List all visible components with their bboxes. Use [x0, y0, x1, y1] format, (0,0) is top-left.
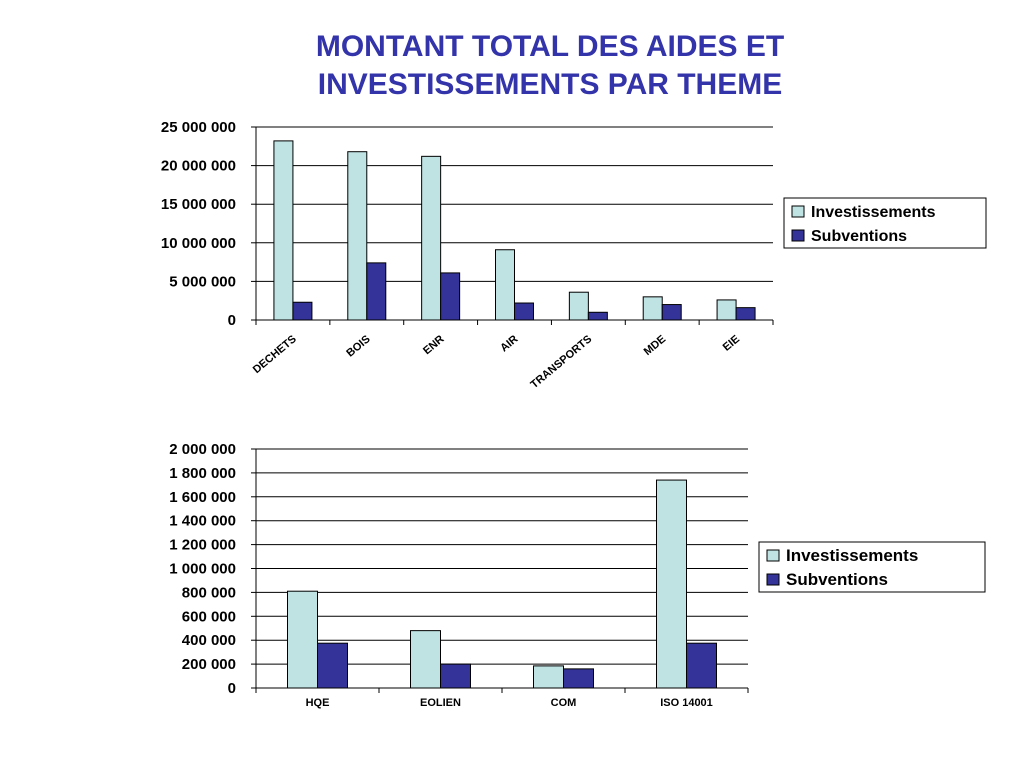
- bar-subventions: [292, 301, 313, 321]
- bar-subventions: [366, 262, 387, 321]
- slide-title: MONTANT TOTAL DES AIDES ET INVESTISSEMEN…: [0, 28, 1024, 104]
- y-tick-label: 600 000: [182, 608, 236, 625]
- bar-subventions: [563, 668, 594, 689]
- y-tick-label: 400 000: [182, 632, 236, 649]
- slide-title-line-1: MONTANT TOTAL DES AIDES ET: [315, 30, 785, 63]
- y-tick-label: 800 000: [182, 584, 236, 601]
- y-tick-label: 5 000 000: [169, 273, 236, 290]
- x-category-label: COM: [551, 697, 577, 709]
- y-tick-label: 20 000 000: [161, 158, 236, 175]
- legend-swatch-subventions: [766, 573, 780, 586]
- y-tick-label: 25 000 000: [161, 119, 236, 136]
- y-tick-label: 0: [228, 312, 236, 329]
- y-tick-label: 1 800 000: [169, 465, 236, 482]
- y-tick-label: 0: [228, 680, 236, 697]
- y-tick-label: 2 000 000: [169, 441, 236, 458]
- legend-swatch-investissements: [791, 205, 805, 218]
- y-tick-label: 1 600 000: [169, 489, 236, 506]
- bar-subventions: [735, 307, 756, 321]
- legend-box: [758, 541, 986, 593]
- bar-subventions: [587, 311, 608, 321]
- bar-subventions: [440, 272, 461, 321]
- bar-investissements: [533, 665, 564, 689]
- x-category-label: EOLIEN: [420, 697, 461, 709]
- legend-label-subventions: Subventions: [786, 570, 888, 589]
- slide-title-line-2: INVESTISSEMENTS PAR THEME: [317, 68, 783, 101]
- bar-investissements: [495, 249, 515, 321]
- bar-subventions: [440, 663, 471, 689]
- legend-label-investissements: Investissements: [786, 546, 918, 565]
- bar-investissements: [421, 155, 442, 321]
- bar-investissements: [568, 291, 589, 321]
- bar-subventions: [514, 302, 534, 321]
- x-category-label: HQE: [306, 697, 330, 709]
- legend-swatch-subventions: [791, 229, 805, 242]
- legend-box: [783, 197, 987, 249]
- bar-investissements: [347, 151, 368, 321]
- bar-investissements: [410, 630, 441, 689]
- y-tick-label: 1 000 000: [169, 561, 236, 578]
- legend-label-investissements: Investissements: [811, 204, 936, 221]
- chart-themes: 0 5 000 000 10 000 000 15 000 000 20 000 000…: [161, 119, 987, 391]
- y-tick-label: 15 000 000: [161, 196, 236, 213]
- y-tick-label: 1 200 000: [169, 537, 236, 554]
- bar-investissements: [273, 140, 294, 321]
- y-tick-label: 1 400 000: [169, 513, 236, 530]
- bar-subventions: [317, 642, 348, 689]
- legend-swatch-investissements: [766, 549, 780, 562]
- bar-investissements: [656, 479, 687, 689]
- legend-label-subventions: Subventions: [811, 228, 907, 245]
- x-category-label: ISO 14001: [660, 697, 713, 709]
- y-tick-label: 10 000 000: [161, 235, 236, 252]
- bar-subventions: [661, 304, 682, 321]
- bar-investissements: [287, 590, 318, 689]
- y-tick-label: 200 000: [182, 656, 236, 673]
- bar-subventions: [686, 642, 717, 689]
